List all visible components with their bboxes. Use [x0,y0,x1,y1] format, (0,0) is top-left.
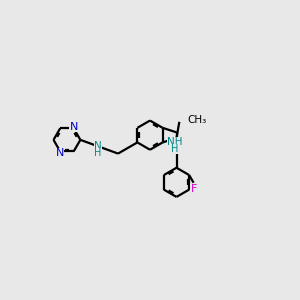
Text: H: H [171,144,179,154]
Text: N: N [70,122,78,132]
Text: H: H [94,148,102,158]
Text: F: F [190,184,197,194]
Text: NH: NH [167,137,183,147]
Text: N: N [94,142,102,152]
Text: N: N [56,148,64,158]
Text: CH₃: CH₃ [188,115,207,125]
